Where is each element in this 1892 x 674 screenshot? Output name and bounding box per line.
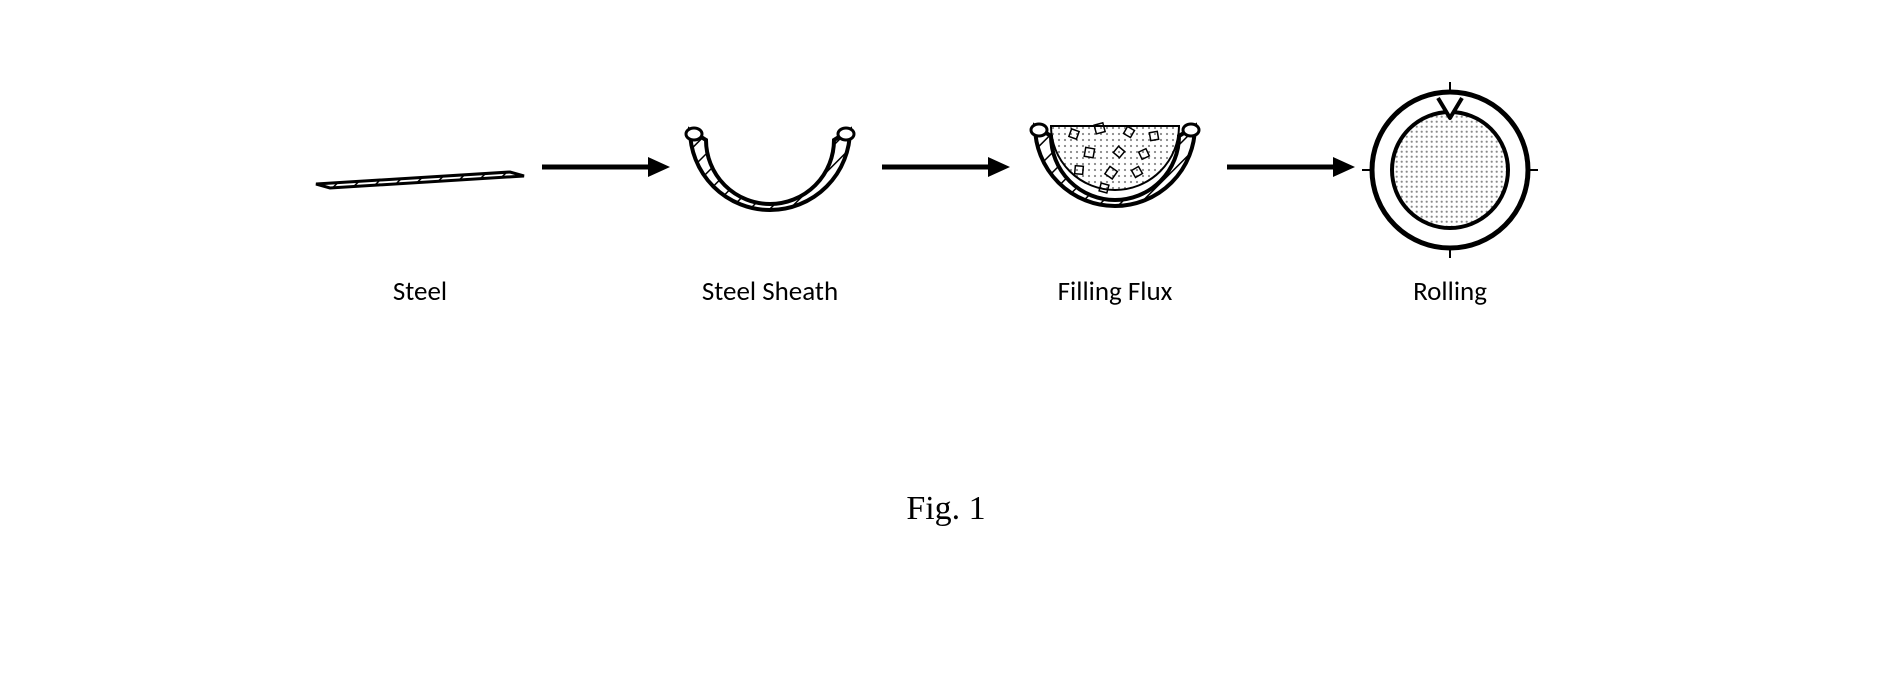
stage-steel-label: Steel (310, 275, 530, 308)
steel-sheath-icon (670, 90, 870, 250)
stage-steel-sheath (670, 90, 870, 250)
stage-rolling (1360, 80, 1540, 260)
steel-strip-icon (310, 150, 530, 210)
stage-steel-sheath-label: Steel Sheath (660, 275, 880, 308)
arrow-1 (540, 155, 670, 179)
filling-flux-icon (1015, 90, 1215, 250)
figure-caption: Fig. 1 (0, 490, 1892, 528)
stage-filling-flux (1015, 90, 1215, 250)
arrow-3 (1225, 155, 1355, 179)
stage-rolling-label: Rolling (1350, 275, 1550, 308)
rolling-icon (1360, 80, 1540, 260)
stage-filling-flux-label: Filling Flux (1005, 275, 1225, 308)
arrow-2 (880, 155, 1010, 179)
stage-steel (310, 150, 530, 210)
figure-canvas: Steel Steel Sheath (0, 0, 1892, 674)
